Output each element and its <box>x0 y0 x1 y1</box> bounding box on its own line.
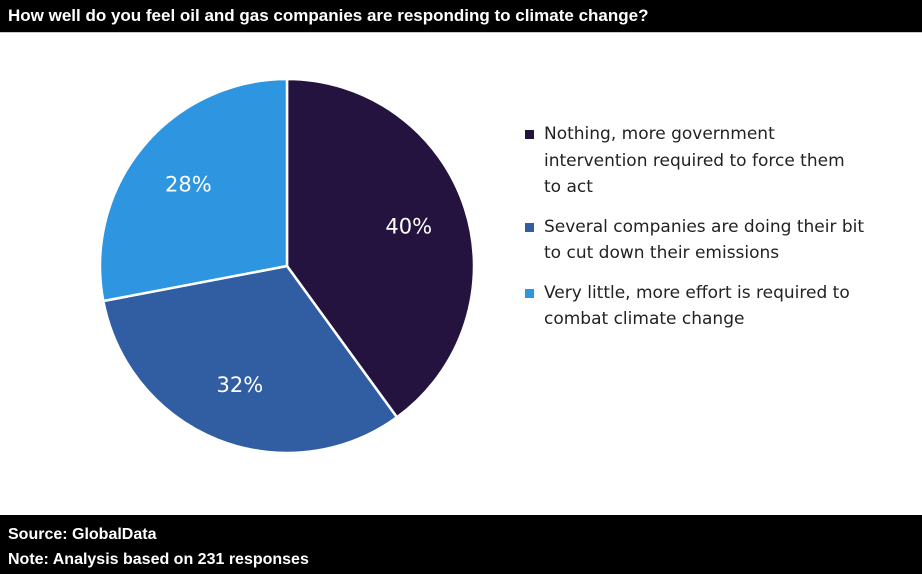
chart-title: How well do you feel oil and gas compani… <box>0 0 922 32</box>
legend-item-2: Several companies are doing their bit to… <box>524 214 864 267</box>
pie-chart: 40% 32% 28% <box>98 77 476 455</box>
legend-item-1: Nothing, more government intervention re… <box>524 121 864 201</box>
note-text: Note: Analysis based on 231 responses <box>8 551 309 568</box>
pie-slice-1 <box>285 77 476 419</box>
legend-swatch-1 <box>525 130 534 139</box>
legend-label-1: Nothing, more government intervention re… <box>544 124 845 197</box>
source-text: Source: GlobalData <box>8 526 157 543</box>
legend-swatch-2 <box>525 222 534 232</box>
chart-footer: Source: GlobalData Note: Analysis based … <box>0 515 922 574</box>
slice-label-3: 28% <box>165 172 212 196</box>
legend-label-2: Several companies are doing their bit to… <box>544 216 865 264</box>
title-divider <box>0 32 922 33</box>
slice-label-1: 40% <box>385 214 432 238</box>
slice-label-2: 32% <box>217 373 264 397</box>
pie-slice-2 <box>102 264 399 455</box>
legend-swatch-3 <box>525 288 534 298</box>
pie-slice-3 <box>98 77 289 303</box>
chart-legend: Nothing, more government intervention re… <box>524 121 864 333</box>
legend-label-3: Very little, more effort is required to … <box>544 282 850 330</box>
legend-item-3: Very little, more effort is required to … <box>524 280 864 333</box>
